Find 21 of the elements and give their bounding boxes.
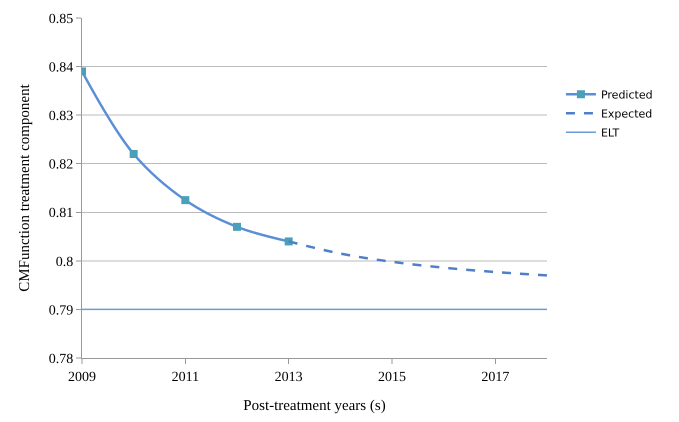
y-tick-label: 0.82 (48, 158, 74, 173)
y-axis-title: CMFunction treatment component (16, 83, 33, 292)
x-tick-label: 2015 (378, 370, 406, 385)
x-axis-title: Post-treatment years (s) (243, 398, 386, 414)
point (130, 150, 138, 158)
x-tick-label: 2017 (481, 370, 510, 385)
y-tick-label: 0.79 (48, 303, 74, 318)
y-tick-label: 0.85 (48, 12, 74, 27)
y-tick-label: 0.83 (48, 109, 74, 124)
x-tick-label: 2009 (68, 370, 96, 385)
legend-label: Expected (600, 107, 652, 120)
y-tick-label: 0.78 (48, 352, 74, 367)
point (233, 222, 241, 231)
y-tick-label: 0.8 (56, 254, 74, 270)
x-tick-label: 2013 (274, 370, 303, 385)
point (181, 196, 190, 204)
legend-label: Predicted (600, 88, 653, 102)
y-tick-label: 0.81 (48, 206, 74, 222)
legend-label: ELT (600, 126, 620, 140)
y-tick-label: 0.84 (48, 60, 74, 76)
x-tick-label: 2011 (172, 370, 200, 385)
